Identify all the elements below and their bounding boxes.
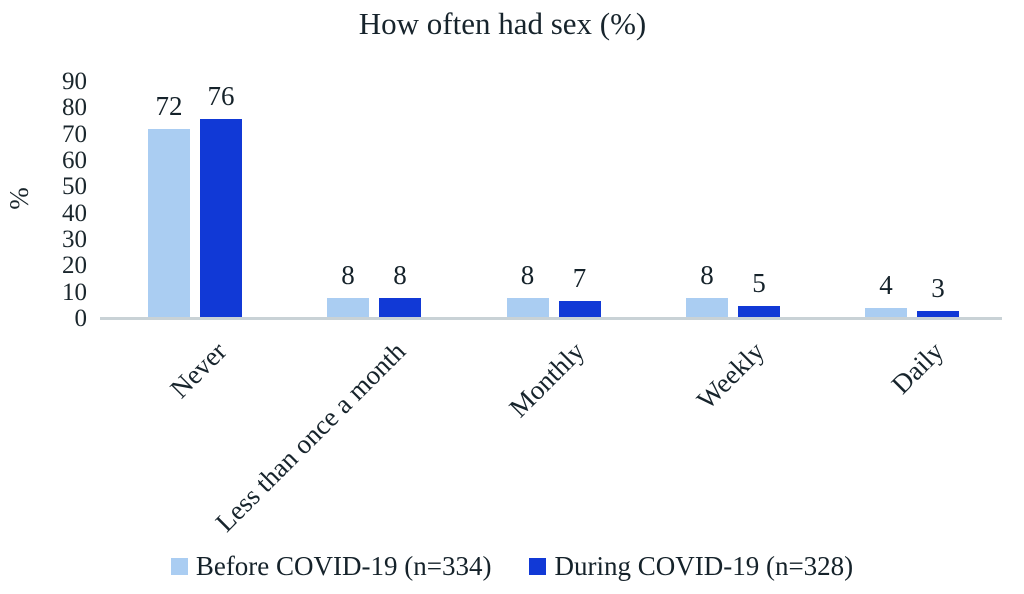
legend-label: Before COVID-19 (n=334) <box>195 551 492 581</box>
bar-value-label: 4 <box>879 270 893 301</box>
bar-during-covid <box>738 305 780 319</box>
x-category-label: Daily <box>885 336 950 400</box>
y-tick-label: 90 <box>62 68 87 95</box>
bar-value-label: 3 <box>931 273 945 304</box>
bar-value-label: 5 <box>752 267 766 298</box>
bar-before-covid <box>686 297 728 319</box>
legend-item: During COVID-19 (n=328) <box>529 551 853 582</box>
y-tick-label: 40 <box>62 199 87 227</box>
bar-during-covid <box>917 311 959 319</box>
x-category-label: Never <box>164 336 233 404</box>
bar-during-covid <box>379 297 421 319</box>
legend-item: Before COVID-19 (n=334) <box>170 551 492 582</box>
y-tick-label: 60 <box>62 147 87 174</box>
bar-value-label: 8 <box>393 259 407 290</box>
y-tick-label: 0 <box>74 305 88 332</box>
x-axis-line <box>100 317 1002 320</box>
bar-during-covid <box>558 300 601 319</box>
x-category-label: Weekly <box>691 336 771 416</box>
bar-value-label: 72 <box>155 91 183 122</box>
y-tick-label: 10 <box>62 278 87 306</box>
y-tick-label: 80 <box>62 94 87 122</box>
x-category-label: Less than once a month <box>209 336 412 538</box>
legend-label: During COVID-19 (n=328) <box>554 551 854 581</box>
y-tick-label: 50 <box>62 173 87 201</box>
chart-title: How often had sex (%) <box>358 6 647 41</box>
bar-during-covid <box>200 118 242 319</box>
bar-before-covid <box>327 297 369 319</box>
bar-value-label: 8 <box>341 259 355 290</box>
legend-swatch-before-covid <box>170 558 188 575</box>
y-tick-label: 20 <box>62 252 87 280</box>
y-tick-label: 30 <box>62 226 87 253</box>
bar-value-label: 7 <box>572 262 587 293</box>
bar-before-covid <box>148 129 190 319</box>
bar-value-label: 8 <box>700 259 714 290</box>
bar-value-label: 8 <box>520 259 535 290</box>
bar-value-label: 76 <box>207 80 235 111</box>
y-tick-label: 70 <box>62 120 87 148</box>
x-category-label: Monthly <box>503 336 591 423</box>
bar-before-covid <box>506 297 549 319</box>
bar-before-covid <box>865 308 907 319</box>
legend: Before COVID-19 (n=334) During COVID-19 (… <box>0 551 1024 582</box>
legend-swatch-during-covid <box>529 558 547 575</box>
